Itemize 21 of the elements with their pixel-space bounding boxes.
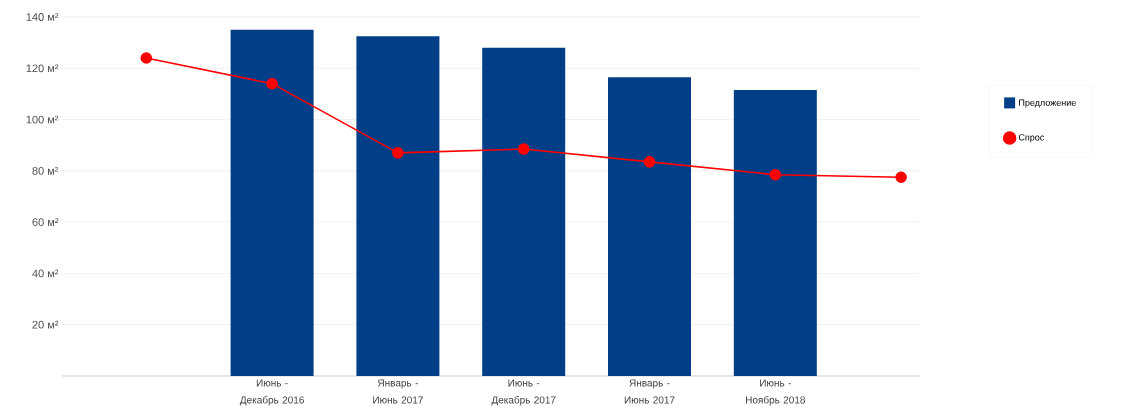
point (769, 168, 782, 181)
y-tick-label: 80 м² (32, 166, 59, 175)
x-tick-label: Январь - Июнь 2017 (624, 379, 675, 404)
y-tick-label: 140 м² (26, 13, 59, 21)
y-tick-label: 100 м² (26, 115, 59, 124)
y-tick-label: 120 м² (26, 64, 59, 73)
x-tick-label: Июнь - Декабрь 2017 (491, 379, 556, 406)
y-tick-label: 60 м² (32, 218, 59, 227)
point (517, 143, 530, 155)
legend-label: Предложение (1019, 99, 1076, 108)
legend-label: Спрос (1018, 134, 1045, 143)
x-tick-label: Июнь - Декабрь 2016 (239, 379, 304, 406)
point (140, 52, 153, 64)
point (643, 156, 656, 168)
y-tick-label: 20 м² (32, 320, 59, 329)
point (266, 77, 278, 90)
x-tick-label: Январь - Июнь 2017 (373, 379, 423, 404)
y-tick-label: 40 м² (32, 269, 59, 278)
x-tick-label: Июнь - Ноябрь 2018 (746, 379, 806, 406)
point (895, 171, 907, 184)
point (392, 147, 404, 159)
